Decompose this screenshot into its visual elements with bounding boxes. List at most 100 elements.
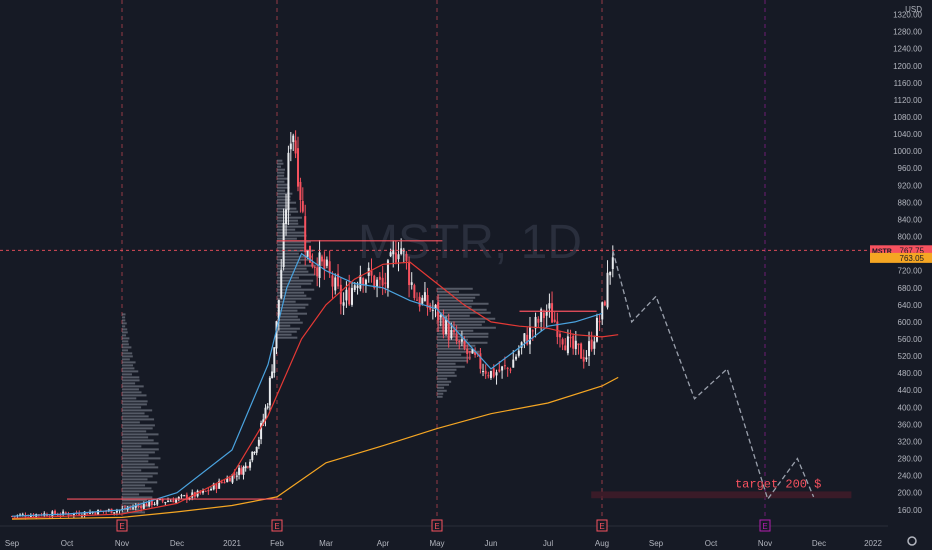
x-tick-label: Nov (115, 539, 129, 548)
x-tick-label: Sep (649, 539, 664, 548)
volume-profile-bar (437, 362, 456, 365)
candle-body (394, 252, 397, 263)
candle-body (145, 503, 148, 507)
volume-profile-bar (122, 433, 159, 436)
y-tick-label: 1280.00 (893, 28, 922, 37)
candle-body (598, 321, 601, 323)
volume-profile-bar (122, 316, 126, 319)
y-tick-label: 200.00 (898, 489, 923, 498)
volume-profile-bar (277, 180, 285, 183)
candle-body (115, 510, 118, 513)
candle-body (86, 512, 89, 515)
candle-body (313, 266, 316, 268)
volume-profile-bar (437, 374, 457, 377)
volume-profile-bar (122, 463, 155, 466)
y-tick-label: 640.00 (898, 301, 923, 310)
volume-profile-bar (277, 291, 305, 294)
volume-profile-bar (437, 320, 486, 323)
volume-profile-bar (122, 496, 153, 499)
candle-body (569, 337, 572, 339)
candle-body (161, 499, 164, 502)
volume-profile-bar (437, 392, 444, 395)
volume-profile-bar (122, 466, 159, 469)
volume-profile-bar (277, 177, 288, 180)
y-tick-label: 440.00 (898, 386, 923, 395)
earnings-badge[interactable] (431, 519, 443, 532)
candle-body (468, 351, 471, 353)
earnings-badge-label: E (762, 522, 767, 531)
candle-body (370, 270, 373, 276)
volume-profile-bar (437, 377, 448, 380)
candle-body (603, 301, 606, 306)
earnings-badge[interactable] (271, 519, 283, 532)
candle-body (94, 512, 97, 515)
volume-profile-bar (437, 350, 480, 353)
candle-body (210, 489, 213, 491)
candle-body (501, 366, 504, 371)
volume-profile-bar (122, 379, 140, 382)
candle-body (167, 500, 170, 502)
y-tick-label: 960.00 (898, 164, 923, 173)
candle-body (458, 340, 461, 342)
candle-body (455, 334, 458, 342)
candle-body (509, 369, 512, 371)
candle-body (255, 447, 258, 453)
candle-body (484, 370, 487, 374)
candle-body (246, 466, 249, 468)
candle-body (434, 305, 437, 309)
y-tick-label: 720.00 (898, 267, 923, 276)
earnings-badge[interactable] (759, 519, 771, 532)
volume-profile-bar (277, 261, 301, 264)
y-tick-label: 840.00 (898, 215, 923, 224)
volume-profile-bar (277, 222, 299, 225)
candle-body (67, 513, 70, 516)
volume-profile-bar (437, 359, 469, 362)
candle-body (218, 480, 221, 489)
y-tick-label: 480.00 (898, 369, 923, 378)
candle-body (70, 514, 73, 516)
candle-body (260, 423, 263, 440)
candle-body (405, 254, 408, 261)
volume-profile-bar (122, 427, 153, 430)
y-tick-label: 1000.00 (893, 147, 922, 156)
volume-profile-bar (122, 469, 142, 472)
candle-body (273, 347, 276, 373)
candle-body (325, 259, 328, 266)
volume-profile-bar (437, 380, 452, 383)
x-tick-label: Dec (170, 539, 184, 548)
candle-body (180, 495, 183, 497)
y-tick-label: 600.00 (898, 318, 923, 327)
candle-body (348, 287, 351, 305)
candle-body (376, 279, 379, 287)
volume-profile-bar (122, 457, 161, 460)
x-tick-label: 2021 (223, 539, 241, 548)
earnings-badge[interactable] (116, 519, 128, 532)
candle-body (54, 510, 57, 515)
moving-average-line (11, 252, 603, 517)
y-tick-label: 280.00 (898, 455, 923, 464)
gear-icon[interactable] (907, 536, 917, 546)
volume-profile-bar (437, 287, 473, 290)
x-tick-label: Nov (758, 539, 772, 548)
y-tick-label: 360.00 (898, 420, 923, 429)
candle-body (59, 514, 62, 516)
candle-body (297, 148, 300, 187)
volume-profile-bar (277, 297, 312, 300)
candle-body (588, 341, 591, 357)
volume-profile-bar (122, 355, 133, 358)
candle-body (277, 299, 280, 321)
volume-profile-bar (122, 325, 126, 328)
volume-profile-bar (277, 189, 286, 192)
candle-body (450, 330, 453, 339)
candle-body (531, 330, 534, 332)
candle-body (463, 340, 466, 349)
y-tick-label: 1120.00 (894, 96, 923, 105)
earnings-badge[interactable] (596, 519, 608, 532)
volume-profile-bar (277, 234, 307, 237)
volume-profile-bar (277, 240, 311, 243)
volume-profile-bar (277, 207, 297, 210)
volume-profile-bar (437, 293, 480, 296)
x-tick-label: Sep (5, 539, 20, 548)
volume-profile-bar (437, 332, 489, 335)
